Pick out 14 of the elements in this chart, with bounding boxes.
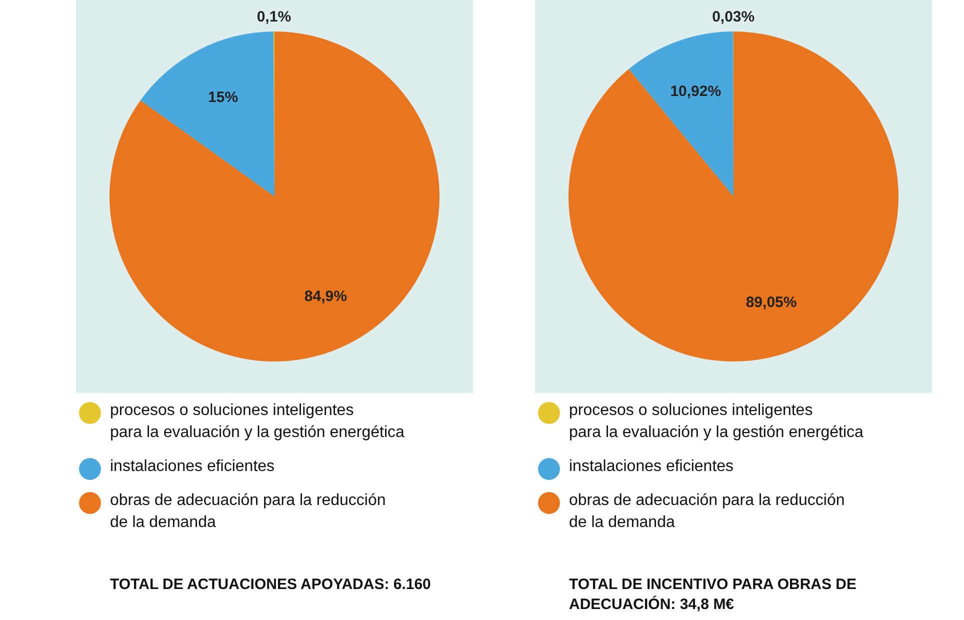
legend-label: obras de adecuación para la reducción de la demanda <box>569 492 845 531</box>
legend-label: instalaciones eficientes <box>569 458 734 475</box>
data-label: 84,9% <box>304 288 347 306</box>
legend-label: procesos o soluciones inteligentes para la evaluación y la gestión energética <box>110 402 405 441</box>
data-label: 89,05% <box>746 294 797 311</box>
legend-label: procesos o soluciones inteligentes para la evaluación y la gestión energética <box>569 402 864 441</box>
text: TOTAL DE ACTUACIONES APOYADAS: 6.160 <box>110 576 431 593</box>
data-label: 0,1% <box>256 8 292 26</box>
data-label: 15% <box>208 89 238 106</box>
legend-label: obras de adecuación para la reducción de la demanda <box>110 492 386 531</box>
text: TOTAL DE INCENTIVO PARA OBRAS DE ADECUACIÓN: 34,8 M€ <box>569 576 857 613</box>
data-label: 10,92% <box>670 83 722 100</box>
data-label: 0,03% <box>712 8 755 26</box>
legend-label: instalaciones eficientes <box>110 458 275 475</box>
